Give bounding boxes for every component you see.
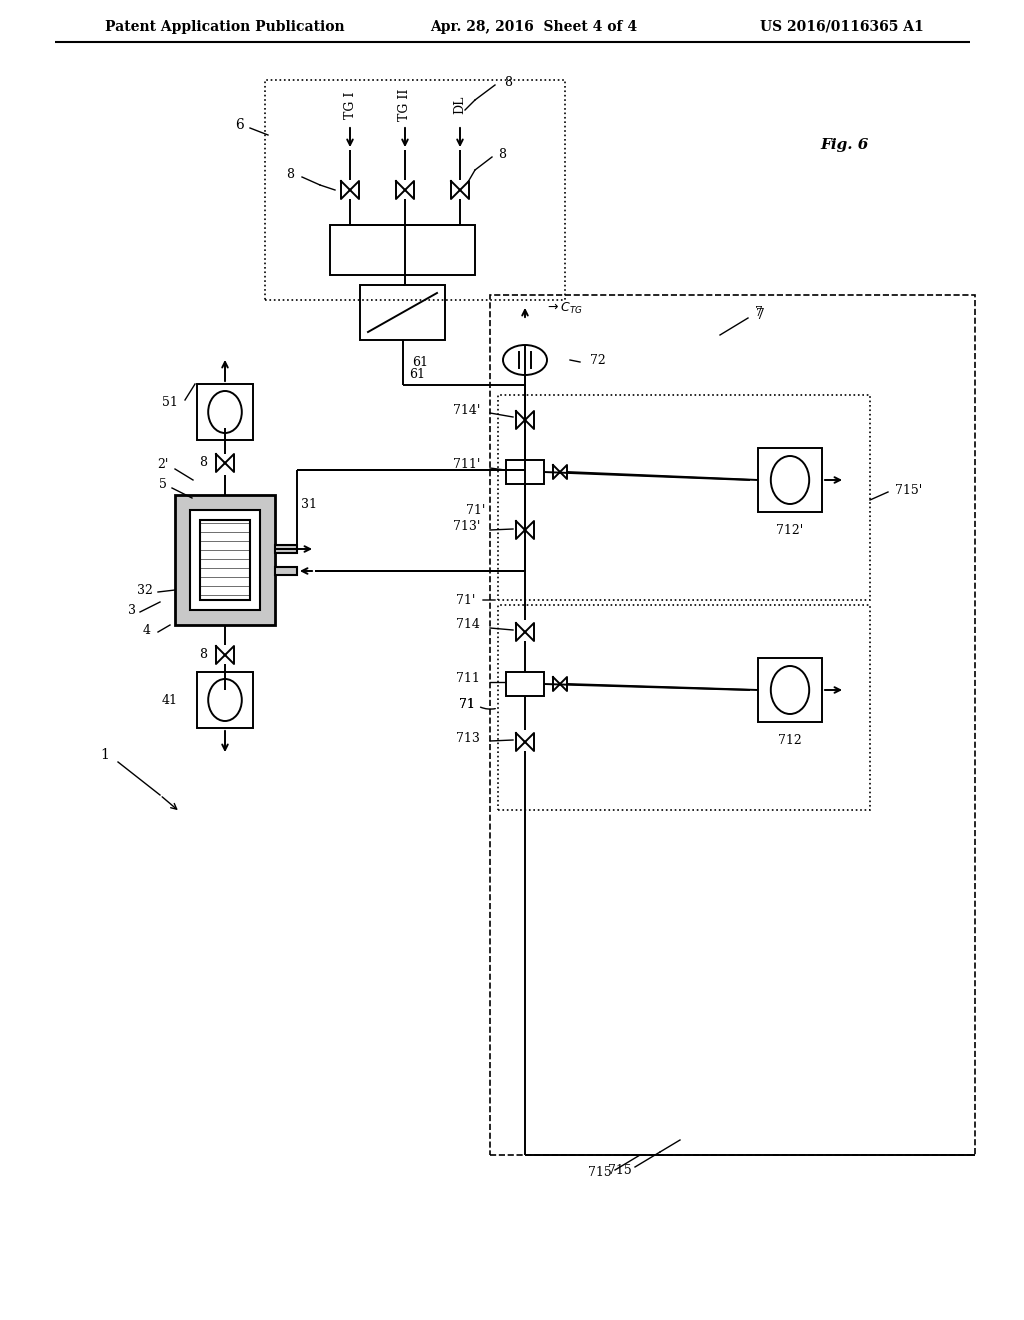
Text: 715: 715 [588,1166,612,1179]
Text: 71: 71 [459,698,475,711]
Text: 7: 7 [755,305,763,318]
Text: 71: 71 [459,698,475,711]
Bar [275,545,297,553]
Text: 71': 71' [456,594,475,606]
Text: 8: 8 [286,169,294,181]
Bar [758,447,822,512]
Bar [200,520,250,601]
Text: 714': 714' [453,404,480,417]
Text: 714: 714 [456,619,480,631]
Text: 713: 713 [456,731,480,744]
Text: Patent Application Publication: Patent Application Publication [105,20,345,34]
Text: 4: 4 [143,623,151,636]
Bar [265,81,565,300]
Bar [506,672,544,696]
Text: 41: 41 [162,693,178,706]
Bar [197,384,253,440]
Text: Fig. 6: Fig. 6 [820,139,868,152]
Bar [190,510,260,610]
Text: 8: 8 [498,149,506,161]
Text: TG II: TG II [398,88,412,121]
Bar [275,568,297,576]
Text: 711: 711 [456,672,480,685]
Text: $\rightarrow C_{TG}$: $\rightarrow C_{TG}$ [545,301,583,315]
Text: US 2016/0116365 A1: US 2016/0116365 A1 [760,20,924,34]
Text: 8: 8 [199,457,207,470]
Bar [330,224,475,275]
Text: 8: 8 [504,75,512,88]
Bar [197,672,253,729]
Text: 2': 2' [158,458,169,471]
Bar [360,285,445,341]
Text: 5: 5 [159,479,167,491]
Text: 31: 31 [301,499,317,511]
Text: 712: 712 [778,734,802,747]
Text: 1: 1 [100,748,110,762]
Text: 32: 32 [137,583,153,597]
Text: 715: 715 [608,1163,632,1176]
Text: DL: DL [454,96,467,115]
Text: 6: 6 [236,117,245,132]
Text: TG I: TG I [343,91,356,119]
Text: 61: 61 [410,368,426,381]
Text: 72: 72 [590,354,606,367]
Text: 61: 61 [413,355,428,368]
Bar [175,495,275,624]
Text: 715': 715' [895,483,923,496]
Text: 8: 8 [199,648,207,661]
Text: 3: 3 [128,603,136,616]
Bar [498,605,870,810]
Text: 713': 713' [453,520,480,533]
Text: 711': 711' [453,458,480,471]
Text: 7: 7 [756,308,765,322]
Bar [758,657,822,722]
Text: 712': 712' [776,524,804,536]
Text: 51: 51 [162,396,178,408]
Bar [506,459,544,484]
Bar [498,395,870,601]
Text: 71': 71' [466,503,485,516]
Text: Apr. 28, 2016  Sheet 4 of 4: Apr. 28, 2016 Sheet 4 of 4 [430,20,637,34]
Bar [490,294,975,1155]
